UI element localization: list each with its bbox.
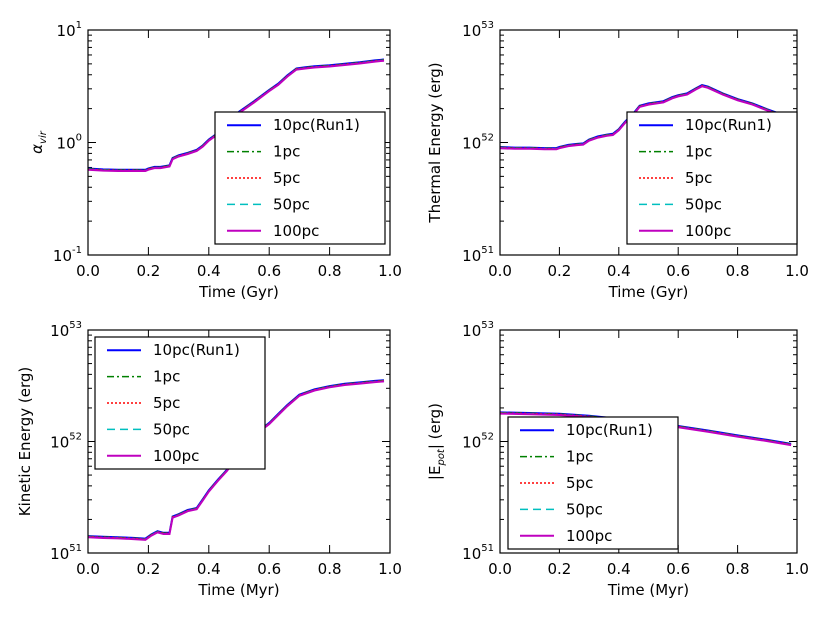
y-tick-label: 101 — [57, 20, 82, 40]
legend-label: 50pc — [566, 500, 603, 518]
legend-label: 10pc(Run1) — [566, 421, 653, 439]
panel-alpha: 0.0 0.2 0.4 0.6 0.8 1.0 10-1 100 101 Time (Gyr) αv… — [28, 20, 402, 301]
y-axis-label: αvir — [28, 130, 49, 154]
y-tick-label: 100 — [57, 133, 82, 153]
x-tick-label: 0.0 — [76, 262, 100, 280]
x-tick-label: 0.6 — [257, 262, 281, 280]
legend-label: 10pc(Run1) — [273, 116, 360, 134]
x-tick-label: 0.2 — [136, 560, 160, 578]
y-tick-label: 1053 — [462, 20, 494, 40]
x-tick-label: 1.0 — [785, 560, 809, 578]
legend: 10pc(Run1) 1pc 5pc 50pc 100pc — [507, 416, 679, 550]
y-axis-label: Kinetic Energy (erg) — [16, 367, 34, 516]
panel-thermal: 0.0 0.2 0.4 0.6 0.8 1.0 1051 1052 1053 Time (Gyr)… — [426, 20, 809, 301]
legend-label: 5pc — [566, 474, 593, 492]
legend-label: 100pc — [153, 447, 199, 465]
legend-label: 5pc — [153, 394, 180, 412]
y-axis-label: |Epot| (erg) — [426, 403, 447, 480]
x-tick-label: 0.4 — [197, 262, 221, 280]
legend-label: 50pc — [685, 195, 722, 213]
legend: 10pc(Run1) 1pc 5pc 50pc 100pc — [94, 336, 266, 470]
x-tick-label: 0.4 — [607, 560, 631, 578]
x-tick-label: 0.0 — [488, 560, 512, 578]
legend-label: 100pc — [566, 527, 612, 545]
y-tick-label: 1052 — [462, 133, 494, 153]
x-tick-label: 0.8 — [318, 262, 342, 280]
x-tick-label: 0.0 — [76, 560, 100, 578]
series-line-100pc — [88, 380, 385, 541]
x-axis-label: Time (Gyr) — [198, 283, 279, 301]
legend-label: 100pc — [273, 222, 319, 240]
x-tick-label: 0.8 — [726, 262, 750, 280]
legend-label: 50pc — [153, 420, 190, 438]
x-tick-label: 0.8 — [726, 560, 750, 578]
y-tick-label: 1053 — [50, 320, 82, 340]
x-tick-label: 0.0 — [488, 262, 512, 280]
legend-label: 5pc — [273, 169, 300, 187]
x-axis-label: Time (Myr) — [197, 581, 279, 599]
legend: 10pc(Run1) 1pc 5pc 50pc 100pc — [214, 111, 386, 245]
x-tick-label: 0.2 — [547, 262, 571, 280]
legend-label: 10pc(Run1) — [153, 341, 240, 359]
y-tick-label: 10-1 — [53, 245, 82, 265]
x-tick-label: 0.4 — [197, 560, 221, 578]
legend-label: 50pc — [273, 195, 310, 213]
plot-frame — [499, 329, 798, 554]
y-tick-label: 1052 — [50, 432, 82, 452]
x-tick-label: 0.6 — [666, 560, 690, 578]
legend-label: 10pc(Run1) — [685, 116, 772, 134]
legend-label: 5pc — [685, 169, 712, 187]
x-tick-label: 0.2 — [547, 560, 571, 578]
y-tick-label: 1053 — [462, 320, 494, 340]
y-tick-label: 1051 — [50, 543, 82, 563]
legend: 10pc(Run1) 1pc 5pc 50pc 100pc — [626, 111, 798, 245]
x-tick-label: 1.0 — [378, 560, 402, 578]
y-tick-label: 1051 — [462, 543, 494, 563]
panel-kinetic: 0.0 0.2 0.4 0.6 0.8 1.0 1051 1052 1053 Time (Myr)… — [16, 320, 402, 599]
x-tick-label: 0.6 — [666, 262, 690, 280]
plot-frame — [87, 29, 391, 256]
legend-label: 1pc — [153, 368, 180, 386]
y-axis-label: Thermal Energy (erg) — [426, 62, 444, 223]
x-axis-label: Time (Myr) — [607, 581, 689, 599]
panel-potential: 0.0 0.2 0.4 0.6 0.8 1.0 1051 1052 1053 Time (Myr)… — [426, 320, 809, 599]
x-axis-label: Time (Gyr) — [608, 283, 689, 301]
legend-label: 1pc — [273, 143, 300, 161]
x-tick-label: 1.0 — [378, 262, 402, 280]
legend-label: 1pc — [685, 143, 712, 161]
x-tick-label: 1.0 — [785, 262, 809, 280]
x-tick-label: 0.4 — [607, 262, 631, 280]
x-tick-label: 0.2 — [136, 262, 160, 280]
legend-label: 100pc — [685, 222, 731, 240]
plot-frame — [87, 329, 391, 554]
y-tick-label: 1051 — [462, 245, 494, 265]
x-tick-label: 0.6 — [257, 560, 281, 578]
y-tick-label: 1052 — [462, 432, 494, 452]
x-tick-label: 0.8 — [318, 560, 342, 578]
legend-label: 1pc — [566, 448, 593, 466]
